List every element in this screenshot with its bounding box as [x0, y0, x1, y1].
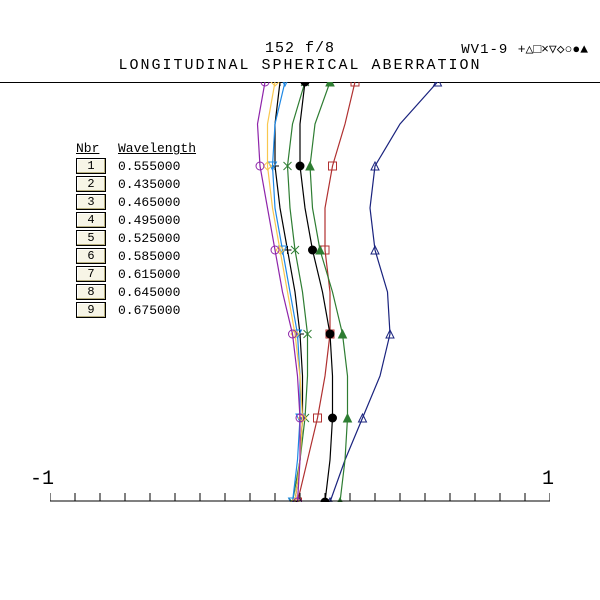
page-root: 152 f/8 LONGITUDINAL SPHERICAL ABERRATIO…: [0, 0, 600, 600]
wavelength-cell: 0.555000: [112, 157, 202, 175]
legend: WV1-9 +△□×▽◇○●▲: [461, 42, 588, 58]
table-row: 70.615000: [70, 265, 202, 283]
table-row: 90.675000: [70, 301, 202, 319]
legend-label: WV1-9: [461, 42, 508, 58]
table-row: 20.435000: [70, 175, 202, 193]
title-line-2: LONGITUDINAL SPHERICAL ABERRATION: [0, 57, 600, 74]
wavelength-cell: 0.465000: [112, 193, 202, 211]
xtick-label: -1: [30, 468, 54, 491]
col-nbr: Nbr: [70, 140, 112, 157]
wavelength-cell: 0.435000: [112, 175, 202, 193]
nbr-cell: 4: [70, 211, 112, 229]
table-row: 40.495000: [70, 211, 202, 229]
wavelength-cell: 0.495000: [112, 211, 202, 229]
table-row: 30.465000: [70, 193, 202, 211]
nbr-cell: 5: [70, 229, 112, 247]
wavelength-table: Nbr Wavelength 10.55500020.43500030.4650…: [70, 140, 202, 319]
nbr-cell: 6: [70, 247, 112, 265]
table-row: 10.555000: [70, 157, 202, 175]
nbr-cell: 7: [70, 265, 112, 283]
nbr-cell: 2: [70, 175, 112, 193]
nbr-cell: 8: [70, 283, 112, 301]
table-row: 50.525000: [70, 229, 202, 247]
nbr-cell: 3: [70, 193, 112, 211]
legend-symbols: +△□×▽◇○●▲: [518, 42, 588, 57]
col-wavelength: Wavelength: [112, 140, 202, 157]
wavelength-cell: 0.615000: [112, 265, 202, 283]
table-row: 60.585000: [70, 247, 202, 265]
table-row: 80.645000: [70, 283, 202, 301]
nbr-cell: 9: [70, 301, 112, 319]
wavelength-cell: 0.675000: [112, 301, 202, 319]
wavelength-cell: 0.585000: [112, 247, 202, 265]
nbr-cell: 1: [70, 157, 112, 175]
wavelength-cell: 0.645000: [112, 283, 202, 301]
table-header-row: Nbr Wavelength: [70, 140, 202, 157]
xtick-label: 1: [542, 468, 554, 491]
wavelength-cell: 0.525000: [112, 229, 202, 247]
